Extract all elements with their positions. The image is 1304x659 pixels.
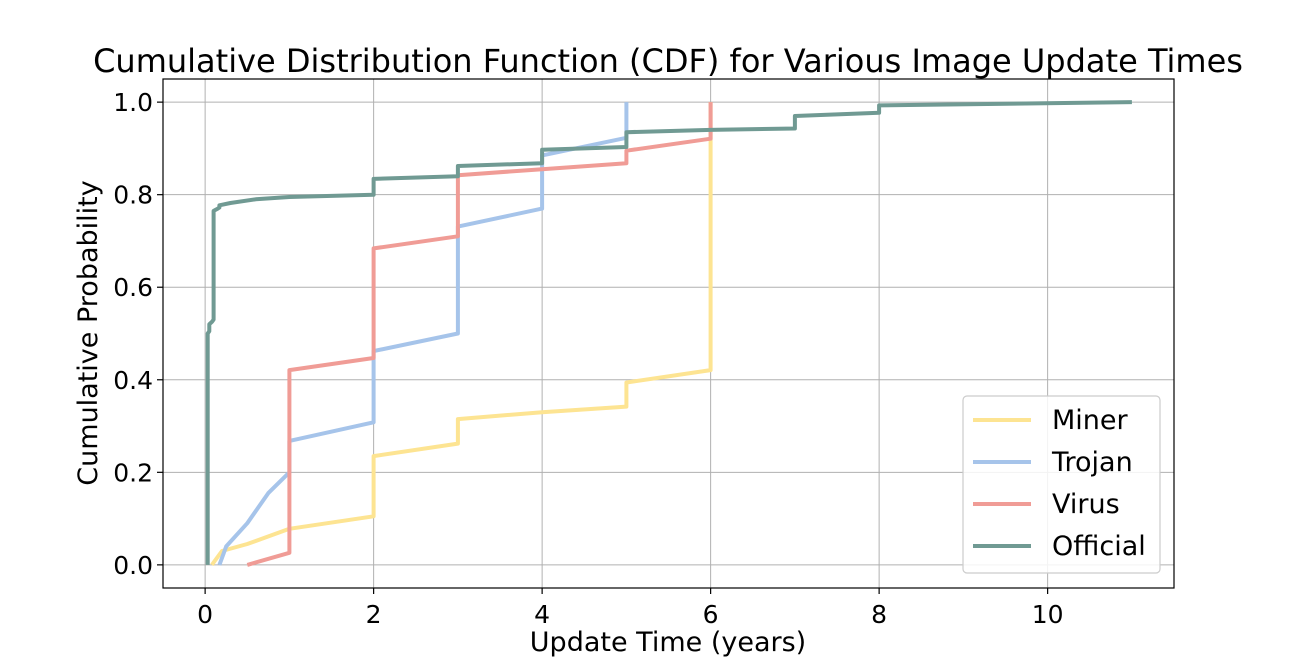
x-tick-label: 6 bbox=[703, 600, 719, 629]
legend-box bbox=[962, 395, 1161, 574]
series-layer bbox=[205, 100, 1132, 567]
series-line-official bbox=[205, 100, 1132, 565]
y-tick-label: 0.8 bbox=[113, 181, 153, 210]
legend-label-miner: Miner bbox=[1052, 405, 1129, 436]
y-axis-label: Cumulative Probability bbox=[73, 180, 104, 485]
plot-frame bbox=[162, 78, 1175, 589]
y-tick-label: 0.0 bbox=[113, 551, 153, 580]
legend-label-trojan: Trojan bbox=[1051, 447, 1133, 478]
series-line-trojan bbox=[217, 102, 629, 566]
series-line-miner bbox=[210, 102, 713, 567]
legend-label-official: Official bbox=[1052, 531, 1146, 562]
x-tick-label: 4 bbox=[534, 600, 550, 629]
y-tick-label: 0.6 bbox=[113, 273, 153, 302]
legend: Miner Trojan Virus Official bbox=[962, 395, 1161, 574]
x-axis-label: Update Time (years) bbox=[530, 627, 806, 658]
x-tick-label: 0 bbox=[197, 600, 213, 629]
y-tick-label: 0.4 bbox=[113, 366, 153, 395]
x-tick-label: 10 bbox=[1032, 600, 1064, 629]
x-tick-label: 8 bbox=[871, 600, 887, 629]
x-tick-label: 2 bbox=[366, 600, 382, 629]
ticks: 0 2 4 6 8 10 0.0 0.2 0.4 0.6 0.8 1.0 bbox=[113, 88, 1063, 629]
legend-label-virus: Virus bbox=[1052, 489, 1120, 520]
y-tick-label: 0.2 bbox=[113, 458, 153, 487]
chart-title: Cumulative Distribution Function (CDF) f… bbox=[93, 42, 1243, 80]
y-tick-label: 1.0 bbox=[113, 88, 153, 117]
series-line-virus bbox=[246, 102, 713, 567]
